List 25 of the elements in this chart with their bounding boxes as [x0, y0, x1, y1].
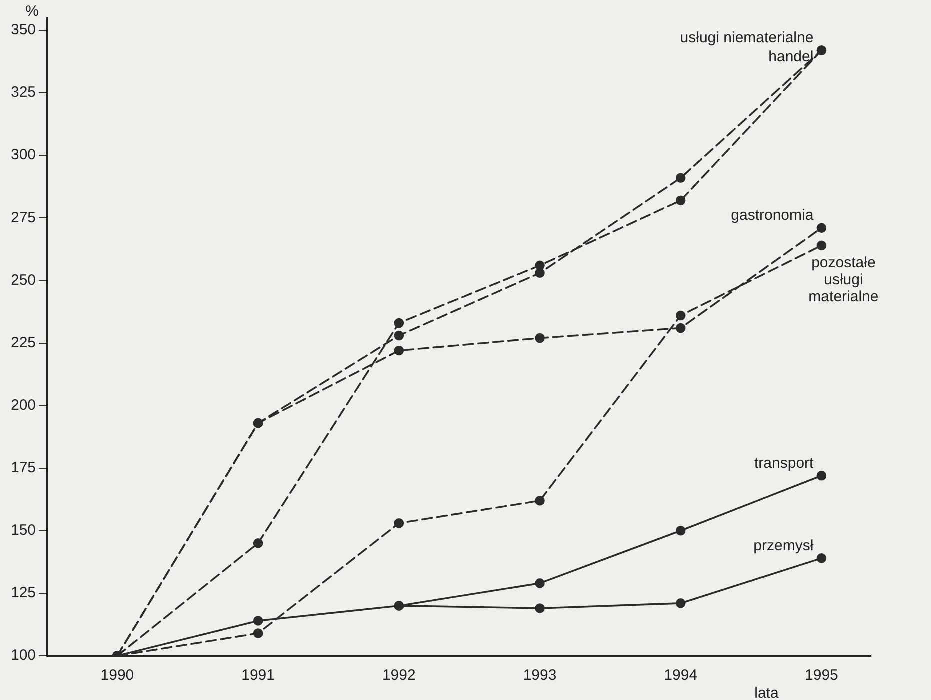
y-tick-label: 275: [10, 209, 36, 226]
x-tick-label: 1990: [100, 667, 134, 684]
y-tick-label: 150: [10, 522, 36, 540]
y-tick-label: 200: [10, 396, 36, 414]
y-tick-label: 225: [10, 334, 36, 352]
y-tick-label: 300: [10, 146, 36, 164]
y-tick-label: 325: [10, 84, 36, 102]
x-tick-label: 1992: [382, 667, 416, 684]
series-label: handel: [768, 48, 814, 66]
x-tick-label: 1994: [664, 667, 698, 684]
series-label: gastronomia: [731, 207, 814, 224]
series-label: przemysł: [754, 537, 814, 554]
y-axis-title: %: [26, 3, 40, 20]
x-tick-label: 1991: [242, 667, 275, 684]
y-tick-label: 175: [10, 459, 36, 476]
y-tick-label: 100: [10, 647, 36, 664]
y-tick-label: 250: [10, 272, 36, 289]
x-tick-label: 1995: [805, 667, 838, 684]
x-tick-label: 1993: [523, 667, 557, 684]
y-tick-label: 350: [10, 22, 36, 39]
series-label: transport: [754, 454, 815, 472]
x-axis-title: lata: [754, 685, 780, 700]
series-label: pozostałe usługi materialne: [808, 254, 879, 306]
series-label: usługi niematerialne: [680, 30, 814, 47]
y-tick-label: 125: [10, 584, 36, 602]
